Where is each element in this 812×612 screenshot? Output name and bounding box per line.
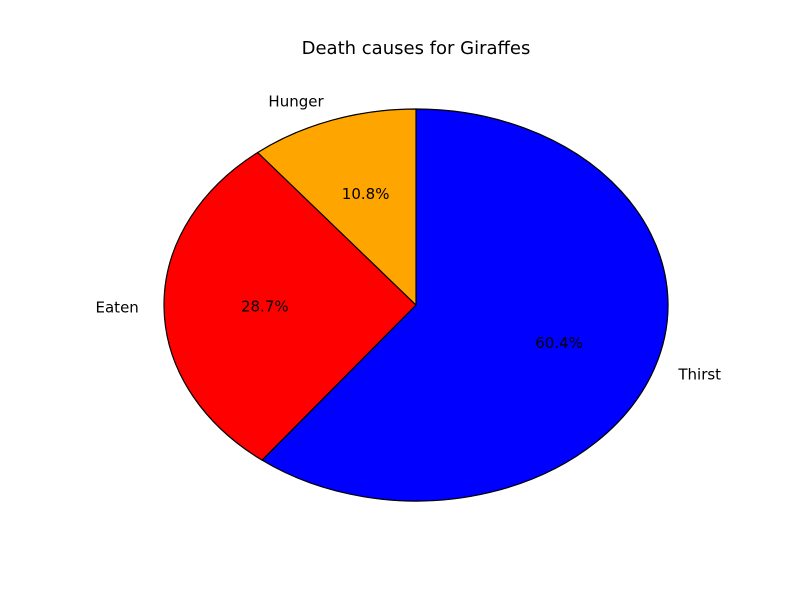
chart-title: Death causes for Giraffes <box>302 38 531 59</box>
pie-pct-label-hunger: 10.8% <box>342 185 390 203</box>
pie-slice-eaten <box>163 151 417 461</box>
pie-slice-hunger <box>257 108 417 306</box>
pie-category-label-eaten: Eaten <box>96 298 139 316</box>
pie-slice-thirst <box>261 108 669 502</box>
pie-category-label-hunger: Hunger <box>268 93 324 111</box>
pie-labels: 60.4% Thirst 28.7% Eaten 10.8% Hunger <box>96 93 722 384</box>
pie-pct-label-thirst: 60.4% <box>535 334 583 352</box>
pie-slices <box>163 108 669 502</box>
pie-pct-label-eaten: 28.7% <box>241 297 289 315</box>
pie-category-label-thirst: Thirst <box>677 366 721 384</box>
